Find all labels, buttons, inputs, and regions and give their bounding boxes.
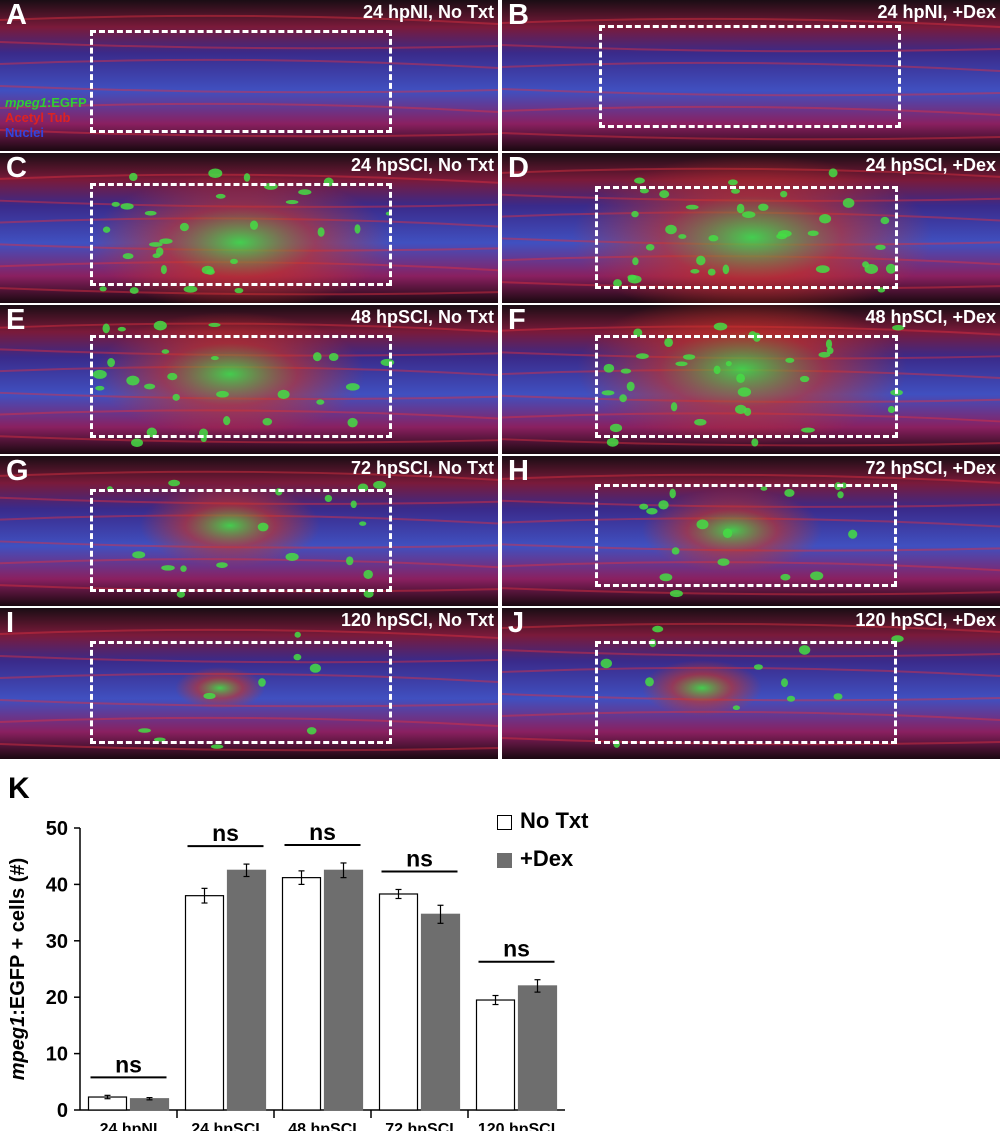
panel-letter: C — [6, 153, 27, 184]
panel-title: 120 hpSCI, No Txt — [340, 610, 494, 630]
roi-box — [595, 484, 897, 587]
micrograph-image — [502, 456, 1000, 606]
significance-label: ns — [212, 820, 239, 846]
x-tick-label: 24 hpSCI — [191, 1121, 259, 1131]
micrograph-image — [0, 153, 498, 303]
y-axis-label: mpeg1:EGFP + cells (#) — [7, 858, 29, 1081]
panel-title: 72 hpSCI, No Txt — [350, 458, 494, 478]
significance-label: ns — [406, 845, 433, 871]
micrograph-panel-h: H 72 hpSCI, +Dex — [502, 456, 1000, 606]
x-tick-label: 72 hpSCI — [385, 1121, 453, 1131]
stain-legend-gfp-italic: mpeg1 — [5, 95, 47, 110]
panel-title: 48 hpSCI, +Dex — [865, 307, 996, 327]
micrograph-panel-a: A 24 hpNI, No Txt — [0, 0, 498, 151]
bar-dex — [517, 985, 558, 1111]
bar-dex — [420, 913, 461, 1111]
panel-letter: I — [6, 608, 15, 639]
micrograph-panel-c: C 24 hpSCI, No Txt — [0, 153, 498, 303]
bar-notxt — [378, 893, 419, 1111]
legend-notxt: No Txt — [497, 808, 588, 834]
panel-letter: J — [508, 608, 525, 639]
roi-box — [90, 30, 392, 133]
significance-label: ns — [309, 819, 336, 845]
micrograph-image — [0, 456, 498, 606]
micrograph-panel-e: E 48 hpSCI, No Txt — [0, 305, 498, 454]
micrograph-panel-i: I 120 hpSCI, No Txt — [0, 608, 498, 759]
x-tick-label: 120 hpSCI — [478, 1121, 555, 1131]
roi-box — [90, 641, 392, 744]
bar-dex — [323, 869, 364, 1111]
y-tick-label: 40 — [46, 874, 68, 896]
y-tick-label: 50 — [46, 818, 68, 840]
roi-box — [595, 641, 897, 744]
panel-letter-k: K — [8, 772, 30, 805]
micrograph-image — [502, 153, 1000, 303]
y-tick-label: 10 — [46, 1044, 68, 1066]
micrograph-panel-g: G 72 hpSCI, No Txt — [0, 456, 498, 606]
bar-notxt — [475, 999, 516, 1111]
legend-dex-swatch — [497, 852, 512, 868]
bar-dex — [226, 869, 267, 1111]
panel-title: 120 hpSCI, +Dex — [855, 610, 996, 630]
panel-letter: A — [6, 0, 27, 31]
roi-box — [599, 25, 901, 128]
roi-box — [90, 489, 392, 592]
panel-letter: E — [6, 305, 26, 336]
roi-box — [595, 335, 898, 438]
micrograph-image — [502, 608, 1000, 759]
roi-box — [595, 186, 898, 289]
micrograph-image — [502, 305, 1000, 454]
y-tick-label: 30 — [46, 931, 68, 953]
stain-legend-gfp: mpeg1:EGFP — [5, 95, 87, 110]
panel-title: 24 hpSCI, No Txt — [350, 155, 494, 175]
panel-title: 72 hpSCI, +Dex — [865, 458, 996, 478]
panel-letter: G — [6, 456, 29, 487]
legend-notxt-label: No Txt — [520, 808, 589, 833]
panel-letter: B — [508, 0, 529, 31]
significance-label: ns — [503, 936, 530, 962]
panel-letter: D — [508, 153, 529, 184]
roi-box — [90, 335, 392, 438]
micrograph-panel-f: F 48 hpSCI, +Dex — [502, 305, 1000, 454]
panel-letter: F — [508, 305, 526, 336]
x-tick-label: 48 hpSCI — [288, 1121, 356, 1131]
bar-notxt — [184, 895, 225, 1111]
x-tick-label: 24 hpNI — [100, 1121, 158, 1131]
y-axis-label-italic: mpeg1 — [7, 1016, 29, 1080]
stain-legend-red: Acetyl Tub — [5, 110, 71, 125]
panel-title: 24 hpNI, +Dex — [877, 2, 996, 22]
significance-label: ns — [115, 1051, 142, 1077]
micrograph-image — [0, 608, 498, 759]
stain-legend-gfp-rest: :EGFP — [46, 95, 87, 110]
panel-title: 24 hpSCI, +Dex — [865, 155, 996, 175]
bar-notxt — [281, 877, 322, 1111]
y-tick-label: 20 — [46, 987, 68, 1009]
stain-legend: mpeg1:EGFP Acetyl Tub Nuclei — [5, 95, 87, 140]
panel-title: 48 hpSCI, No Txt — [350, 307, 494, 327]
micrograph-image — [0, 305, 498, 454]
legend-notxt-swatch — [497, 814, 512, 830]
panel-title: 24 hpNI, No Txt — [362, 2, 494, 22]
y-tick-label: 0 — [57, 1100, 68, 1122]
stain-legend-blue: Nuclei — [5, 125, 45, 140]
y-axis-label-rest: :EGFP + cells (#) — [7, 858, 29, 1016]
micrograph-panel-j: J 120 hpSCI, +Dex — [502, 608, 1000, 759]
legend-dex-label: +Dex — [520, 846, 574, 871]
micrograph-image — [0, 0, 498, 151]
legend-dex: +Dex — [497, 846, 573, 872]
micrograph-panel-d: D 24 hpSCI, +Dex — [502, 153, 1000, 303]
roi-box — [90, 183, 392, 286]
micrograph-panel-b: B 24 hpNI, +Dex — [502, 0, 1000, 151]
panel-letter: H — [508, 456, 529, 487]
